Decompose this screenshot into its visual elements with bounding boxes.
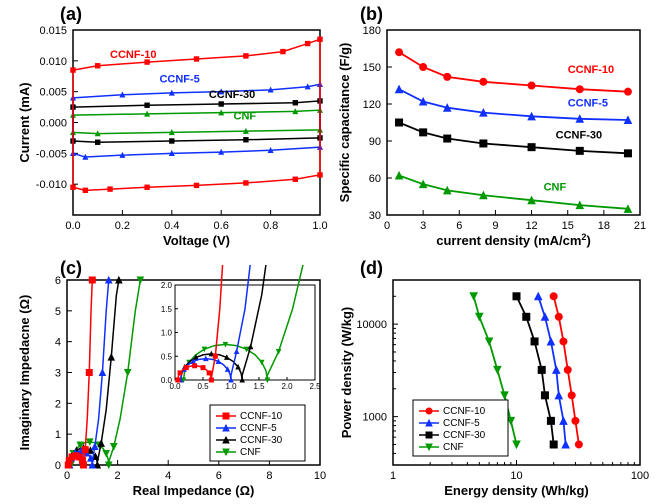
svg-text:4: 4 xyxy=(165,470,171,482)
svg-text:CCNF-5: CCNF-5 xyxy=(159,73,199,85)
svg-text:1.5: 1.5 xyxy=(161,305,173,314)
svg-text:Power density (W/kg): Power density (W/kg) xyxy=(339,307,354,438)
svg-text:CCNF-5: CCNF-5 xyxy=(568,97,608,109)
svg-text:1.5: 1.5 xyxy=(253,382,265,391)
svg-text:18: 18 xyxy=(598,220,610,232)
chart-d: 1 10 100 1000 10000 Energy density (Wh/kg) Pow… xyxy=(335,265,655,500)
svg-text:4: 4 xyxy=(55,337,61,349)
svg-text:2: 2 xyxy=(55,398,61,410)
svg-text:CCNF-30: CCNF-30 xyxy=(556,130,602,142)
svg-text:0: 0 xyxy=(384,220,390,232)
svg-text:CNF: CNF xyxy=(443,442,464,453)
chart-c: 02468100123456Real Impedance (Ω)Imaginar… xyxy=(15,265,335,500)
svg-text:12: 12 xyxy=(525,220,537,232)
svg-text:100: 100 xyxy=(631,470,649,482)
svg-text:1: 1 xyxy=(390,470,396,482)
svg-text:10000: 10000 xyxy=(356,319,387,331)
svg-text:10: 10 xyxy=(314,470,326,482)
svg-text:current density (mA/cm2): current density (mA/cm2) xyxy=(436,232,591,248)
svg-text:0.6: 0.6 xyxy=(214,220,229,232)
svg-text:60: 60 xyxy=(369,173,381,185)
svg-text:5: 5 xyxy=(55,306,61,318)
svg-text:0.015: 0.015 xyxy=(39,25,67,37)
svg-text:0.2: 0.2 xyxy=(115,220,130,232)
svg-text:CNF: CNF xyxy=(234,110,257,122)
svg-text:180: 180 xyxy=(363,25,381,37)
svg-text:0: 0 xyxy=(55,460,61,472)
svg-text:CCNF-10: CCNF-10 xyxy=(110,49,156,61)
svg-text:0.010: 0.010 xyxy=(39,56,67,68)
svg-text:Real Impedance (Ω): Real Impedance (Ω) xyxy=(133,483,255,498)
svg-text:30: 30 xyxy=(369,210,381,222)
svg-text:1.0: 1.0 xyxy=(312,220,327,232)
svg-text:3: 3 xyxy=(55,368,61,380)
svg-text:0.5: 0.5 xyxy=(161,352,173,361)
svg-text:Imaginary Impedacne (Ω): Imaginary Impedacne (Ω) xyxy=(17,295,32,451)
svg-text:CCNF-10: CCNF-10 xyxy=(568,64,614,76)
svg-text:2.5: 2.5 xyxy=(309,382,321,391)
svg-text:CNF: CNF xyxy=(544,181,567,193)
svg-text:CCNF-30: CCNF-30 xyxy=(240,435,283,446)
svg-text:0.8: 0.8 xyxy=(263,220,278,232)
svg-text:0.005: 0.005 xyxy=(39,87,67,99)
svg-text:0: 0 xyxy=(64,470,70,482)
chart-a: 0.0 0.2 0.4 0.6 0.8 1.0 -0.010 -0.005 0.000 0.005… xyxy=(15,15,335,250)
svg-text:CCNF-5: CCNF-5 xyxy=(443,418,480,429)
svg-text:CNF: CNF xyxy=(240,447,261,458)
svg-text:2.0: 2.0 xyxy=(281,382,293,391)
svg-text:1000: 1000 xyxy=(363,412,387,424)
svg-text:10: 10 xyxy=(510,470,522,482)
svg-text:CCNF-5: CCNF-5 xyxy=(240,423,277,434)
svg-text:15: 15 xyxy=(562,220,574,232)
svg-text:Voltage (V): Voltage (V) xyxy=(163,233,230,248)
svg-text:Specific capacitance (F/g): Specific capacitance (F/g) xyxy=(337,43,352,203)
svg-text:1.0: 1.0 xyxy=(161,329,173,338)
svg-text:0.4: 0.4 xyxy=(164,220,179,232)
svg-text:21: 21 xyxy=(634,220,646,232)
svg-text:CCNF-10: CCNF-10 xyxy=(443,406,486,417)
svg-text:0.0: 0.0 xyxy=(161,376,173,385)
svg-text:2: 2 xyxy=(115,470,121,482)
svg-text:CCNF-30: CCNF-30 xyxy=(443,430,486,441)
svg-text:1: 1 xyxy=(55,429,61,441)
svg-text:0.000: 0.000 xyxy=(39,118,67,130)
svg-text:6: 6 xyxy=(456,220,462,232)
svg-text:8: 8 xyxy=(266,470,272,482)
svg-text:6: 6 xyxy=(216,470,222,482)
svg-text:-0.005: -0.005 xyxy=(36,148,67,160)
svg-text:150: 150 xyxy=(363,62,381,74)
svg-text:0.5: 0.5 xyxy=(197,382,209,391)
svg-text:120: 120 xyxy=(363,99,381,111)
svg-text:1.0: 1.0 xyxy=(225,382,237,391)
chart-b: 0 3 6 9 12 15 18 21 30 60 90 120 150 180 current densi… xyxy=(335,15,655,250)
svg-text:CCNF-10: CCNF-10 xyxy=(240,411,283,422)
svg-text:Current (mA): Current (mA) xyxy=(17,82,32,162)
svg-text:2.0: 2.0 xyxy=(161,281,173,290)
svg-text:6: 6 xyxy=(55,275,61,287)
svg-text:-0.010: -0.010 xyxy=(36,179,67,191)
svg-text:90: 90 xyxy=(369,136,381,148)
svg-text:Energy density (Wh/kg): Energy density (Wh/kg) xyxy=(444,483,588,498)
svg-text:0.0: 0.0 xyxy=(65,220,80,232)
svg-text:9: 9 xyxy=(492,220,498,232)
svg-text:CCNF-30: CCNF-30 xyxy=(209,89,255,101)
svg-text:3: 3 xyxy=(420,220,426,232)
